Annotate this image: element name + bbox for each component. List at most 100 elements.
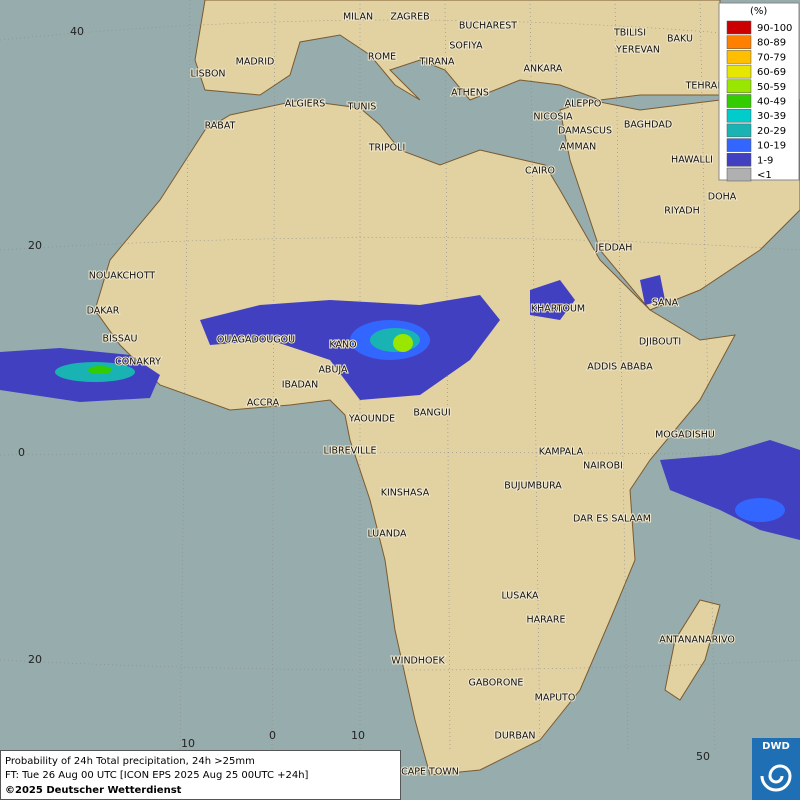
legend-swatch [726, 50, 752, 64]
city: BANGUI [413, 408, 450, 419]
legend-swatch [726, 94, 752, 108]
city: MAPUTO [535, 693, 576, 704]
city: MILAN [343, 12, 373, 23]
lat-label: 20 [28, 653, 42, 666]
city: LUANDA [367, 529, 407, 540]
legend: (%) 90-100 80-89 70-79 60-69 50-59 40-49 30-39… [718, 2, 800, 182]
lat-label: 0 [18, 446, 25, 459]
city: LUSAKA [501, 591, 539, 602]
legend-label: 50-59 [757, 82, 786, 93]
lat-label: 20 [28, 239, 42, 252]
city: ACCRA [247, 398, 280, 409]
lat-label: 40 [70, 25, 84, 38]
caption-box [0, 750, 401, 800]
city: ZAGREB [390, 12, 429, 23]
logo-spiral [760, 764, 792, 792]
legend-label: 20-29 [757, 126, 786, 137]
city: KINSHASA [381, 488, 430, 499]
city: DAKAR [87, 306, 120, 317]
city: ALEPPO [565, 99, 602, 110]
legend-label: 80-89 [757, 38, 786, 49]
legend-label: <1 [757, 170, 772, 181]
city: DJIBOUTI [639, 337, 681, 348]
legend-swatch [726, 79, 752, 94]
caption: Probability of 24h Total precipitation, … [0, 750, 401, 800]
legend-swatch [726, 64, 752, 79]
legend-unit: (%) [750, 6, 767, 17]
city: BAGHDAD [624, 120, 672, 131]
city: HAWALLI [671, 155, 713, 166]
city: TRIPOLI [368, 143, 406, 154]
city: OUAGADOUGOU [217, 335, 295, 346]
legend-label: 70-79 [757, 52, 786, 63]
city: HARARE [527, 615, 566, 626]
precipitation [0, 275, 800, 540]
city: BAKU [667, 34, 693, 45]
city: KAMPALA [539, 447, 584, 458]
lon-label: 50 [696, 750, 710, 763]
legend-label: 10-19 [757, 141, 786, 152]
legend-swatch [726, 108, 752, 123]
legend-items: 90-100 80-89 70-79 60-69 50-59 40-49 30-39 20-2… [726, 20, 792, 182]
legend-swatch [726, 35, 752, 49]
grid-labels: 40 20 0 20 10 0 10 50 [18, 25, 710, 763]
city: NOUAKCHOTT [89, 271, 156, 282]
city: NICOSIA [533, 112, 573, 123]
caption-line: ©2025 Deutscher Wetterdienst [5, 785, 182, 796]
city: ANKARA [524, 64, 563, 75]
legend-swatch [726, 123, 752, 138]
legend-label: 60-69 [757, 67, 786, 78]
legend-swatch [726, 20, 752, 35]
legend-swatch [726, 167, 752, 182]
caption-line: Probability of 24h Total precipitation, … [5, 756, 255, 767]
city: KANO [329, 340, 356, 351]
legend-label: 40-49 [757, 97, 786, 108]
city: DAR ES SALAAM [573, 514, 651, 525]
caption-line: FT: Tue 26 Aug 00 UTC [ICON EPS 2025 Aug… [5, 770, 309, 781]
city: TBILISI [613, 28, 646, 39]
city: RABAT [205, 121, 236, 132]
city: ANTANANARIVO [659, 635, 735, 646]
city: DOHA [708, 192, 737, 203]
logo-text: DWD [762, 741, 790, 752]
legend-label: 90-100 [757, 23, 792, 34]
city: GABORONE [469, 678, 524, 689]
graticule [0, 0, 800, 751]
city: TIRANA [419, 57, 455, 68]
city: SOFIYA [449, 41, 483, 52]
city: LIBREVILLE [323, 446, 376, 457]
logo: DWD [752, 738, 800, 800]
city: AMMAN [560, 142, 597, 153]
city: BUCHAREST [459, 21, 517, 32]
city: MOGADISHU [655, 430, 715, 441]
city: JEDDAH [595, 243, 633, 254]
city: TUNIS [347, 102, 377, 113]
city: MADRID [236, 57, 275, 68]
city: RIYADH [664, 206, 699, 217]
city: CAPE TOWN [401, 767, 459, 778]
city: YAOUNDE [348, 414, 395, 425]
city: YEREVAN [615, 45, 660, 56]
legend-label: 30-39 [757, 111, 786, 122]
city-labels: MILAN ZAGREB BUCHAREST TBILISI BAKU YERE… [86, 11, 738, 779]
lon-label: 10 [181, 737, 195, 750]
city: LISBON [190, 69, 225, 80]
city: ABUJA [318, 365, 348, 376]
city: SANA [652, 298, 679, 309]
city: ROME [368, 52, 396, 63]
lon-label: 0 [269, 729, 276, 742]
city: NAIROBI [583, 461, 623, 472]
city: KHARTOUM [531, 304, 585, 315]
city: WINDHOEK [391, 656, 445, 667]
city: IBADAN [282, 380, 319, 391]
legend-swatch [726, 138, 752, 152]
city: CONAKRY [115, 357, 161, 368]
city: BUJUMBURA [504, 481, 562, 492]
city: ATHENS [451, 88, 489, 99]
city: BISSAU [102, 334, 137, 345]
lon-label: 10 [351, 729, 365, 742]
legend-swatch [726, 153, 752, 167]
city: CAIRO [525, 166, 555, 177]
city: DURBAN [495, 731, 536, 742]
city: ADDIS ABABA [587, 362, 653, 373]
